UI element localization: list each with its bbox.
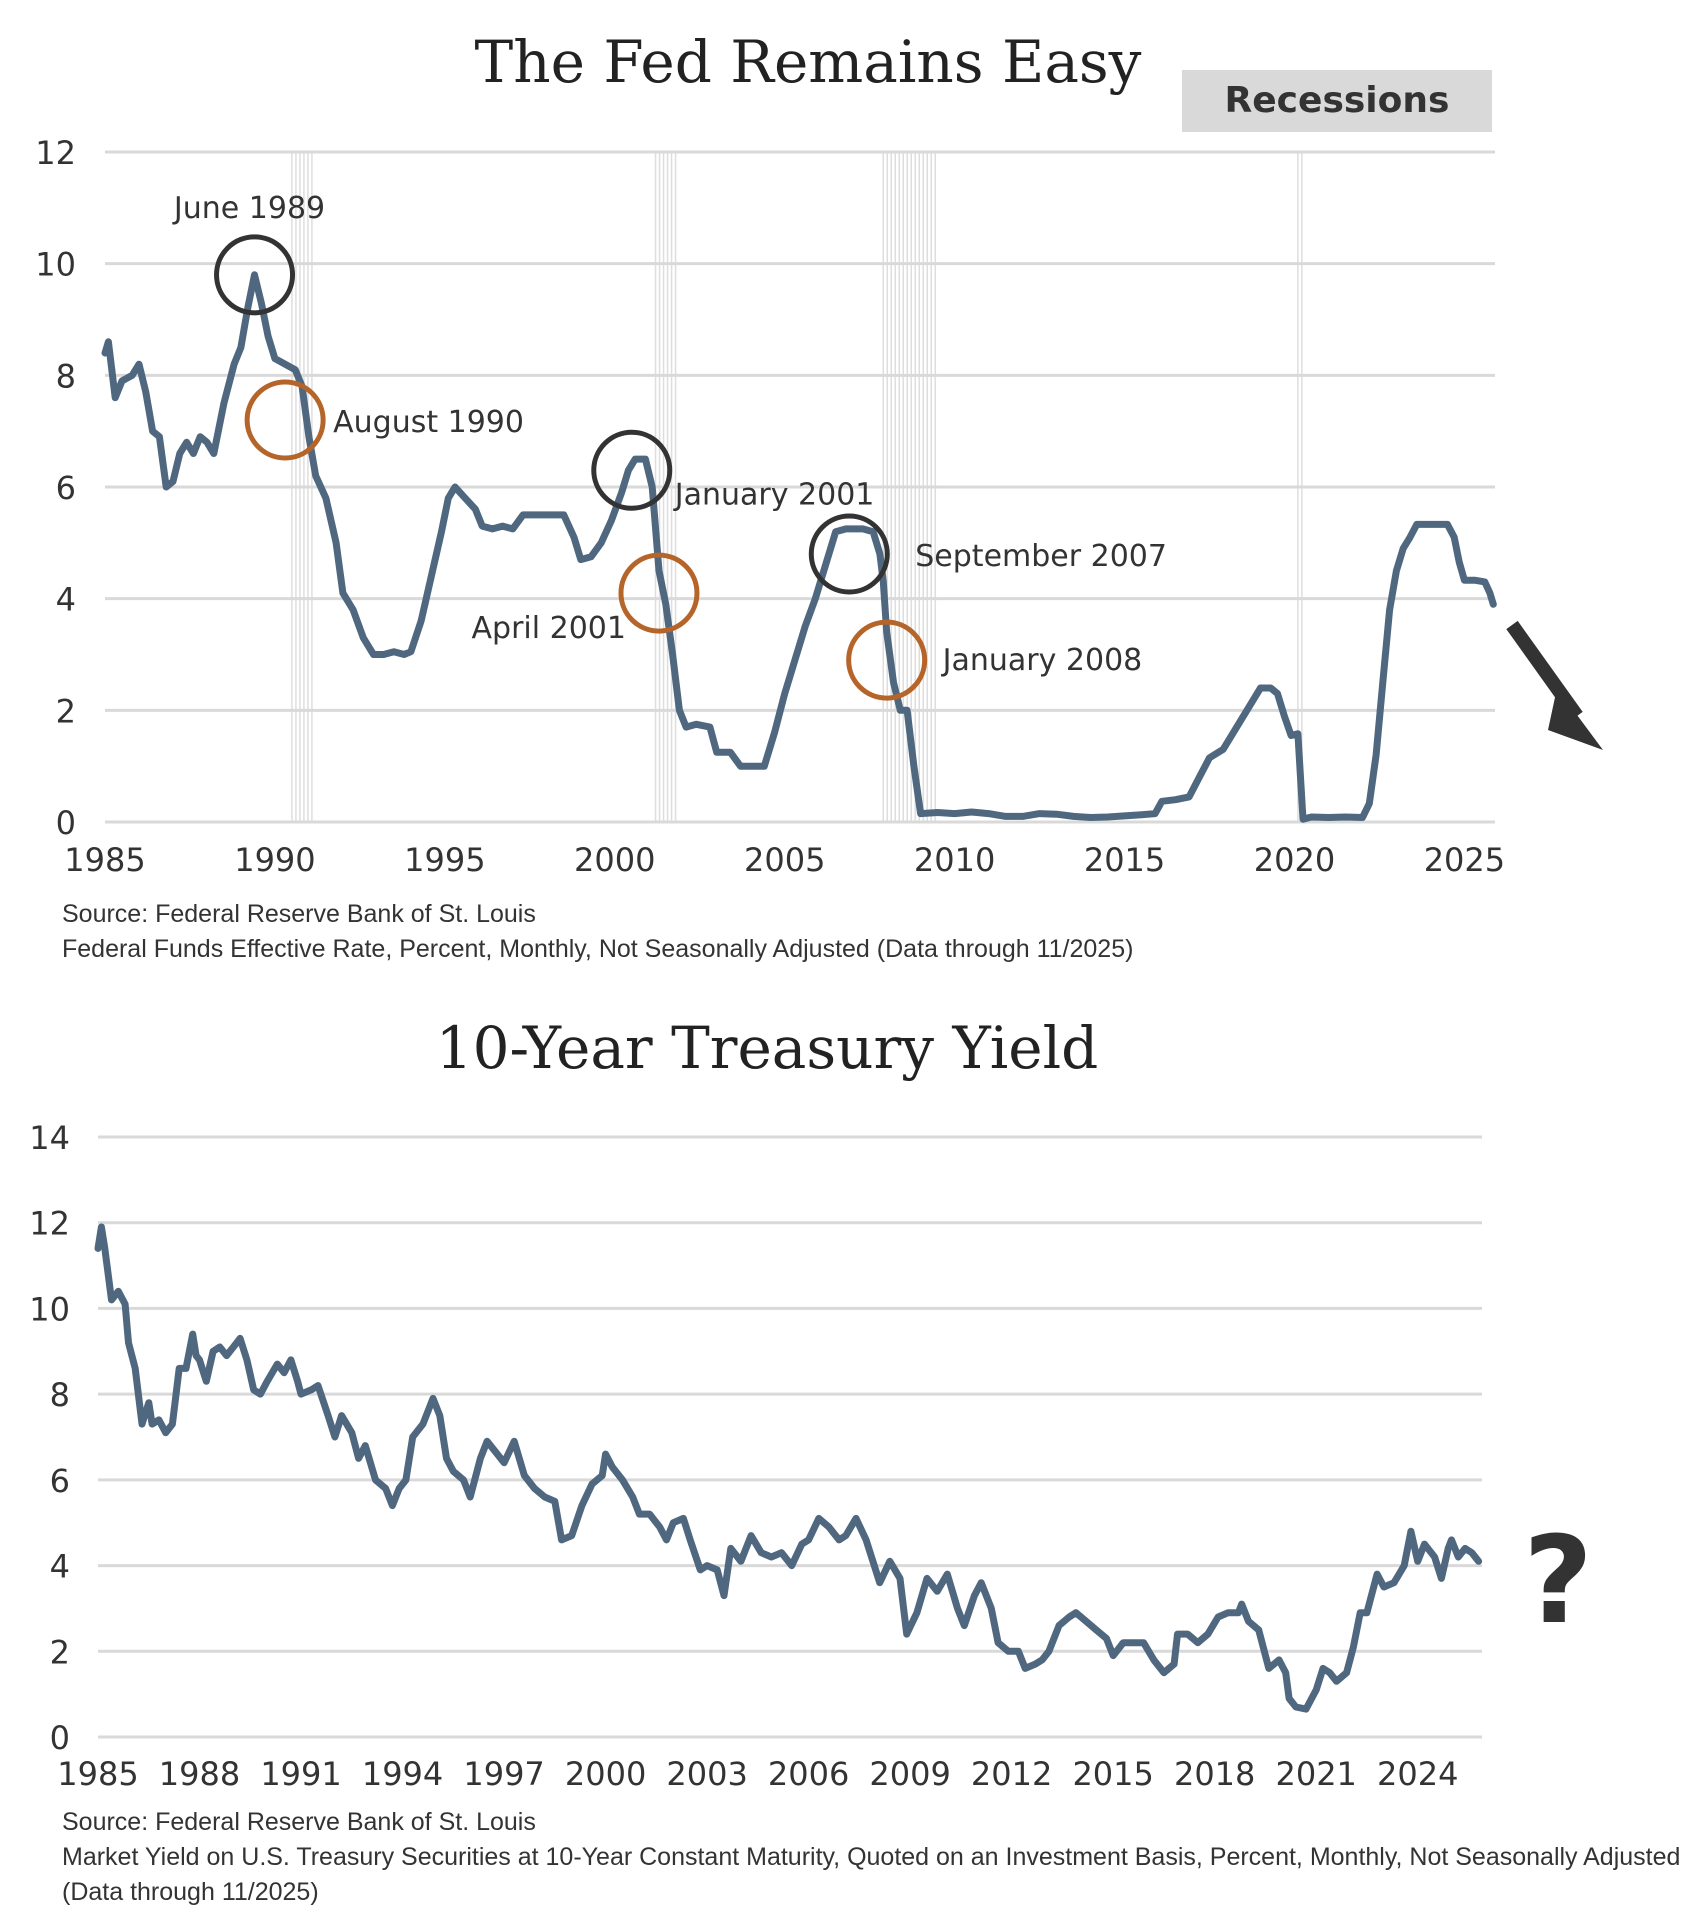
chart1-title: The Fed Remains Easy <box>475 28 1142 96</box>
annotation-circle <box>244 379 326 461</box>
fed-funds-rate-line <box>101 271 1497 823</box>
x-tick-label: 2024 <box>1377 1755 1458 1793</box>
annotation-label: August 1990 <box>333 405 524 440</box>
annotation: September 2007 <box>808 513 1167 595</box>
annotation-label: September 2007 <box>915 539 1167 574</box>
annotation-label: January 2008 <box>941 643 1143 678</box>
y-tick-labels: 0 2 4 6 8 10 12 <box>35 134 76 842</box>
x-tick-label: 2000 <box>565 1755 646 1793</box>
annotation-circle <box>846 619 928 701</box>
x-tick-label: 2015 <box>1072 1755 1153 1793</box>
x-tick-label: 2010 <box>914 841 995 879</box>
x-tick-label: 1991 <box>260 1755 341 1793</box>
chart2-source-line-1: Source: Federal Reserve Bank of St. Loui… <box>62 1808 536 1836</box>
x-tick-label: 1985 <box>57 1755 138 1793</box>
annotation-circle <box>808 513 890 595</box>
x-tick-label: 2000 <box>574 841 655 879</box>
y-tick-label: 2 <box>50 1633 70 1671</box>
x-tick-label: 1997 <box>463 1755 544 1793</box>
y-tick-label: 4 <box>56 581 76 619</box>
x-tick-label: 2015 <box>1084 841 1165 879</box>
y-tick-label: 6 <box>50 1462 70 1500</box>
annotations: June 1989 August 1990 January 2001 April 20… <box>172 191 1167 701</box>
x-tick-label: 1994 <box>362 1755 443 1793</box>
annotation: April 2001 <box>472 552 700 646</box>
y-tick-label: 2 <box>56 692 76 730</box>
legend-label-recessions: Recessions <box>1225 80 1450 121</box>
y-tick-label: 4 <box>50 1548 70 1586</box>
annotation-circle <box>618 552 700 634</box>
treasury-yield-line <box>94 1223 1483 1713</box>
x-tick-label: 2006 <box>768 1755 849 1793</box>
x-tick-label: 1988 <box>159 1755 240 1793</box>
chart1-source-line-2: Federal Funds Effective Rate, Percent, M… <box>62 935 1133 963</box>
x-tick-label: 2025 <box>1424 841 1505 879</box>
x-tick-label: 2009 <box>869 1755 950 1793</box>
x-tick-label: 2005 <box>744 841 825 879</box>
x-tick-label: 1990 <box>234 841 315 879</box>
y-gridlines <box>105 150 1495 824</box>
annotation: January 2001 <box>591 429 875 512</box>
annotation-label: June 1989 <box>172 191 325 226</box>
annotation-circle <box>214 234 296 316</box>
x-tick-label: 1995 <box>404 841 485 879</box>
y-tick-label: 0 <box>56 804 76 842</box>
x-tick-label: 2012 <box>971 1755 1052 1793</box>
annotation-label: April 2001 <box>472 611 626 646</box>
y-tick-label: 12 <box>35 134 76 172</box>
y-tick-label: 8 <box>56 357 76 395</box>
legend-swatch-recessions <box>1182 70 1492 132</box>
x-tick-label: 2020 <box>1254 841 1335 879</box>
x-tick-labels: 1985 1990 1995 2000 2005 2010 2015 2020 2025 <box>64 841 1505 879</box>
x-tick-label: 1985 <box>64 841 145 879</box>
annotation: June 1989 <box>172 191 325 316</box>
chart2-source-line-2: Market Yield on U.S. Treasury Securities… <box>62 1843 1680 1871</box>
y-tick-label: 0 <box>50 1719 70 1757</box>
annotation-label: January 2001 <box>673 477 875 512</box>
y-tick-label: 14 <box>29 1119 70 1157</box>
x-tick-labels: 1985 1988 1991 1994 1997 2000 2003 2006 2009 2012… <box>57 1755 1458 1793</box>
y-tick-label: 6 <box>56 469 76 507</box>
x-tick-label: 2018 <box>1174 1755 1255 1793</box>
x-tick-label: 2003 <box>666 1755 747 1793</box>
question-mark-icon: ? <box>1523 1512 1593 1651</box>
annotation: January 2008 <box>846 619 1143 701</box>
y-tick-label: 10 <box>35 246 76 284</box>
annotation-circle <box>591 429 673 511</box>
chart2-title: 10-Year Treasury Yield <box>436 1014 1099 1082</box>
y-tick-label: 10 <box>29 1290 70 1328</box>
chart2-source-line-3: (Data through 11/2025) <box>62 1878 319 1906</box>
y-gridlines <box>98 1135 1482 1739</box>
y-tick-label: 12 <box>29 1205 70 1243</box>
down-arrow-icon <box>1506 620 1603 750</box>
x-tick-label: 2021 <box>1275 1755 1356 1793</box>
annotation: August 1990 <box>244 379 524 461</box>
fed-funds-chart: The Fed Remains Easy Recessions 0 2 4 6 8 10 1… <box>35 28 1603 963</box>
chart1-source-line-1: Source: Federal Reserve Bank of St. Loui… <box>62 900 536 928</box>
y-tick-label: 8 <box>50 1376 70 1414</box>
y-tick-labels: 0 2 4 6 8 10 12 14 <box>29 1119 70 1757</box>
